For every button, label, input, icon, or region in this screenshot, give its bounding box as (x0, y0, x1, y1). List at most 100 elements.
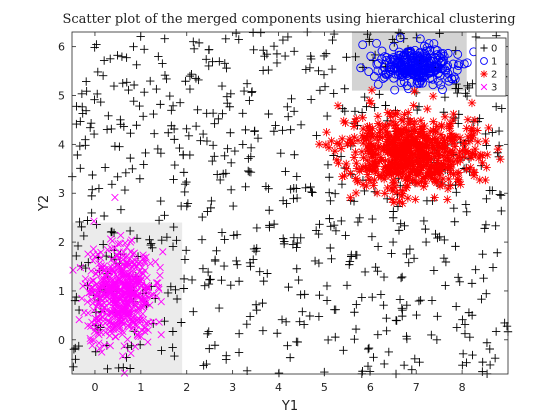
point-series-0 (220, 151, 229, 160)
point-series-3 (119, 290, 127, 298)
point-series-3 (98, 269, 106, 277)
point-series-0 (104, 111, 113, 121)
point-series-0 (264, 109, 273, 119)
point-series-0 (96, 97, 105, 107)
point-series-1 (423, 58, 433, 68)
point-series-0 (360, 92, 369, 102)
point-series-2 (392, 126, 401, 136)
point-series-3 (86, 337, 95, 345)
point-series-0 (221, 169, 231, 178)
point-series-2 (471, 150, 481, 160)
point-series-2 (461, 146, 471, 155)
point-series-0 (440, 92, 450, 102)
point-series-1 (381, 70, 391, 79)
point-series-3 (156, 263, 164, 272)
point-series-0 (119, 363, 128, 372)
point-series-1 (395, 61, 405, 71)
point-series-0 (402, 300, 411, 310)
point-series-1 (439, 51, 449, 61)
point-series-1 (402, 71, 412, 81)
point-series-3 (83, 298, 92, 306)
point-series-0 (226, 185, 236, 194)
point-series-0 (292, 172, 301, 181)
point-series-3 (120, 269, 128, 278)
point-series-0 (122, 78, 131, 87)
point-series-3 (110, 244, 119, 252)
point-series-0 (103, 364, 112, 374)
point-series-0 (132, 121, 141, 130)
point-series-2 (467, 123, 476, 133)
point-series-0 (454, 84, 463, 93)
legend: 0 1 2 3 (475, 37, 507, 97)
point-series-2 (448, 146, 457, 156)
point-series-2 (481, 136, 490, 146)
point-series-0 (494, 152, 504, 162)
point-series-3 (137, 326, 146, 334)
point-series-0 (217, 276, 226, 285)
point-series-0 (204, 327, 213, 336)
point-series-2 (467, 152, 476, 162)
point-series-0 (283, 32, 293, 42)
point-series-0 (94, 184, 104, 193)
point-series-2 (473, 137, 483, 147)
point-series-0 (242, 79, 252, 88)
point-series-2 (368, 129, 377, 139)
point-series-2 (434, 150, 443, 160)
point-series-1 (390, 85, 400, 95)
point-series-3 (154, 283, 163, 292)
point-series-2 (443, 153, 452, 163)
point-series-2 (401, 148, 410, 157)
point-series-0 (154, 216, 164, 225)
point-series-2 (389, 175, 398, 185)
point-series-0 (179, 284, 189, 293)
point-series-0 (126, 153, 135, 163)
point-series-3 (116, 231, 125, 240)
point-series-1 (389, 42, 398, 52)
legend-label-0: 0 (491, 44, 497, 55)
point-series-0 (129, 42, 138, 51)
point-series-0 (79, 231, 89, 241)
point-series-2 (363, 156, 372, 165)
point-series-0 (245, 258, 255, 267)
point-series-2 (367, 132, 376, 141)
point-series-2 (414, 156, 424, 166)
point-series-0 (158, 59, 167, 68)
point-series-0 (125, 226, 135, 236)
legend-marker-0 (480, 44, 488, 52)
point-series-0 (184, 131, 194, 141)
point-series-2 (433, 175, 443, 185)
point-series-2 (478, 158, 487, 168)
point-series-3 (144, 338, 152, 346)
point-series-2 (392, 188, 401, 197)
point-series-0 (350, 107, 360, 116)
point-series-2 (445, 147, 455, 156)
point-series-2 (440, 136, 449, 145)
point-series-0 (169, 222, 178, 232)
point-series-0 (129, 97, 138, 106)
point-series-3 (123, 243, 131, 251)
point-series-3 (98, 348, 106, 356)
point-series-2 (428, 141, 437, 150)
point-series-0 (314, 312, 324, 321)
point-series-0 (497, 206, 506, 216)
point-series-0 (295, 317, 304, 326)
point-series-3 (102, 280, 110, 288)
point-series-2 (384, 163, 393, 172)
point-series-0 (172, 236, 181, 245)
point-series-0 (138, 112, 148, 121)
point-series-3 (149, 318, 157, 326)
point-series-0 (73, 150, 82, 160)
point-series-0 (449, 203, 459, 213)
point-series-0 (149, 109, 158, 119)
point-series-0 (146, 239, 156, 248)
point-series-0 (157, 346, 166, 355)
point-series-0 (491, 102, 501, 111)
series-0 (68, 27, 513, 379)
point-series-0 (350, 308, 359, 317)
point-series-0 (203, 207, 212, 216)
point-series-0 (205, 344, 214, 353)
point-series-0 (210, 255, 220, 265)
point-series-0 (252, 223, 262, 233)
point-series-0 (352, 300, 361, 309)
point-series-2 (469, 130, 478, 140)
